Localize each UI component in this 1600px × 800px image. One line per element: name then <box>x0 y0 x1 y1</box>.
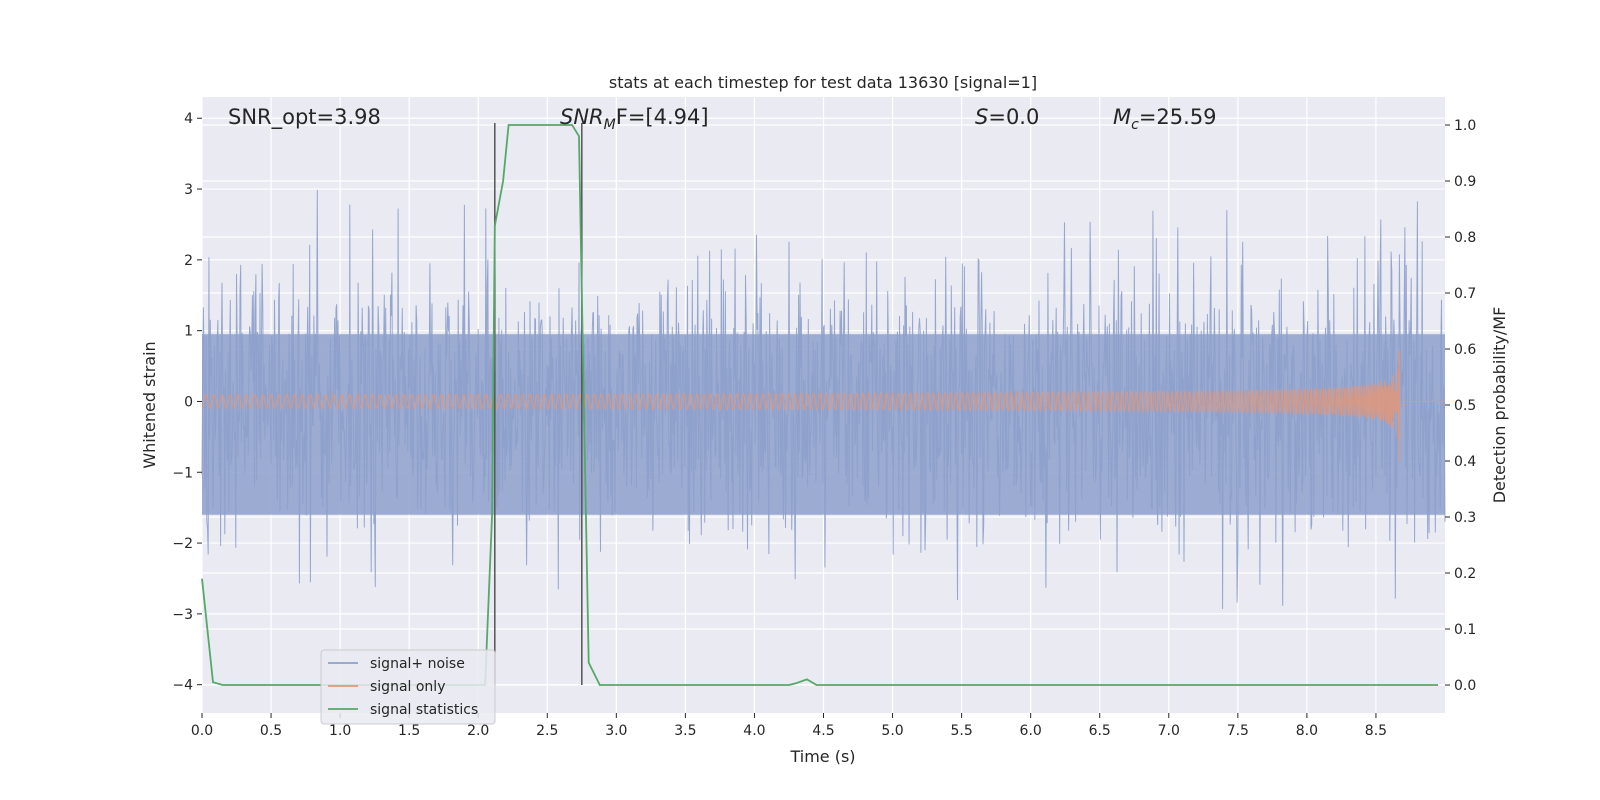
annotation-mc: Mc=25.59 <box>1113 105 1217 133</box>
y2-tick-label: 0.9 <box>1454 174 1476 190</box>
y-tick-label: −4 <box>172 678 193 694</box>
x-tick-label: 1.0 <box>329 723 351 739</box>
x-tick-label: 0.0 <box>191 723 213 739</box>
signal-plus-noise-dense-band <box>202 334 1445 515</box>
y2-tick-label: 0.3 <box>1454 510 1476 526</box>
y-tick-label: −1 <box>172 465 193 481</box>
series-signal-plus-noise <box>201 189 1446 610</box>
signal-only-line <box>201 350 1445 462</box>
y-tick-label: 3 <box>184 182 193 198</box>
y-tick-label: 4 <box>184 111 193 127</box>
x-tick-label: 2.5 <box>536 723 558 739</box>
x-tick-label: 8.0 <box>1296 723 1318 739</box>
s-symbol: S <box>975 105 988 129</box>
legend: signal+ noise signal only signal statist… <box>320 649 496 725</box>
y-axis-label: Whitened strain <box>140 341 159 468</box>
y-tick-label: 2 <box>184 253 193 269</box>
y-tick-label: 1 <box>184 324 193 340</box>
x-tick-label: 5.5 <box>950 723 972 739</box>
legend-label-signal-statistics: signal statistics <box>370 702 478 718</box>
x-tick-label: 3.0 <box>605 723 627 739</box>
x-tick-label: 4.0 <box>743 723 765 739</box>
x-tick-label: 1.5 <box>398 723 420 739</box>
y-axis-ticks: 4 3 2 1 0 −1 −2 −3 −4 <box>172 111 202 694</box>
annotation-s: S=0.0 <box>975 105 1039 129</box>
y2-tick-label: 0.6 <box>1454 342 1476 358</box>
y2-tick-label: 0.1 <box>1454 622 1476 638</box>
x-tick-label: 7.0 <box>1158 723 1180 739</box>
legend-label-signal-plus-noise: signal+ noise <box>370 656 465 672</box>
snr-mf-subscript: M <box>604 117 616 133</box>
x-axis-label: Time (s) <box>789 747 855 766</box>
x-tick-label: 2.0 <box>467 723 489 739</box>
chart-title: stats at each timestep for test data 136… <box>609 73 1037 92</box>
y2-axis-label: Detection probability/MF <box>1490 307 1509 504</box>
x-tick-label: 6.0 <box>1020 723 1042 739</box>
y-tick-label: 0 <box>184 394 193 410</box>
x-tick-label: 5.0 <box>881 723 903 739</box>
snr-mf-symbol: SNR <box>560 105 604 129</box>
vertical-markers <box>494 123 583 685</box>
series-signal-only <box>201 350 1445 462</box>
annotation-snr-opt: SNR_opt=3.98 <box>228 105 381 130</box>
mc-symbol: M <box>1113 105 1131 129</box>
y2-tick-label: 0.4 <box>1454 454 1476 470</box>
x-tick-label: 0.5 <box>260 723 282 739</box>
y2-tick-label: 0.2 <box>1454 566 1476 582</box>
y2-tick-label: 0.5 <box>1454 398 1476 414</box>
x-axis-ticks: 0.0 0.5 1.0 1.5 2.0 2.5 3.0 3.5 4.0 4.5 5.0 5.5 6.0 6… <box>191 713 1387 739</box>
mc-rest: =25.59 <box>1139 105 1217 129</box>
y2-axis-ticks: 1.0 0.9 0.8 0.7 0.6 0.5 0.4 0.3 0.2 0.1 0.0 <box>1445 118 1476 694</box>
s-rest: =0.0 <box>988 105 1039 129</box>
legend-box <box>320 649 496 725</box>
mc-subscript: c <box>1131 117 1139 133</box>
annotation-snr-mf: SNRMF=[4.94] <box>560 105 709 133</box>
y2-tick-label: 0.0 <box>1454 678 1476 694</box>
y2-tick-label: 0.7 <box>1454 286 1476 302</box>
x-tick-label: 7.5 <box>1227 723 1249 739</box>
y2-tick-label: 1.0 <box>1454 118 1476 134</box>
snr-mf-rest: F=[4.94] <box>616 105 709 129</box>
x-tick-label: 6.5 <box>1089 723 1111 739</box>
x-tick-label: 3.5 <box>674 723 696 739</box>
x-tick-label: 4.5 <box>812 723 834 739</box>
legend-label-signal-only: signal only <box>370 679 445 695</box>
y2-tick-label: 0.8 <box>1454 230 1476 246</box>
y-tick-label: −3 <box>172 607 193 623</box>
y-tick-label: −2 <box>172 536 193 552</box>
x-tick-label: 8.5 <box>1365 723 1387 739</box>
